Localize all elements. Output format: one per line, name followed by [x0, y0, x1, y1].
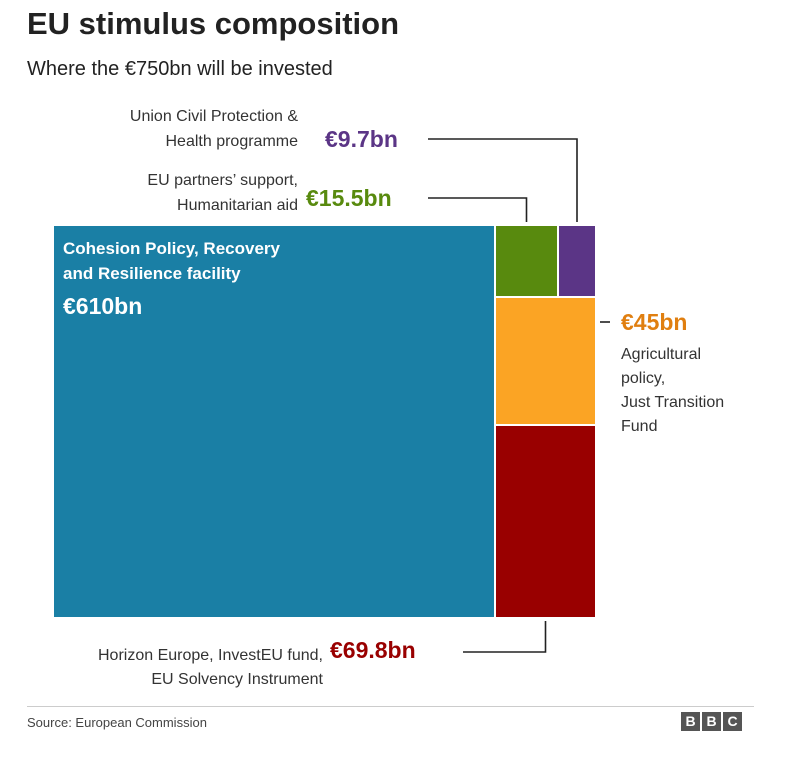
civil-label-line-1: Union Civil Protection & — [130, 108, 298, 125]
footer-divider — [27, 706, 754, 707]
tile-partners — [496, 226, 557, 296]
bbc-logo-letter-2: B — [702, 712, 721, 731]
partners-value-label: €15.5bn — [306, 185, 392, 211]
partners-leader-line — [428, 197, 528, 222]
bbc-logo: B B C — [681, 712, 742, 731]
agricultural-label-line-1: Agricultural — [621, 346, 701, 363]
partners-label-line-1: EU partners’ support, — [147, 172, 298, 189]
cohesion-value-label: €610bn — [63, 293, 142, 319]
bbc-logo-letter-3: C — [723, 712, 742, 731]
horizon-label-line-2: EU Solvency Instrument — [151, 671, 323, 688]
horizon-leader-line — [463, 621, 547, 653]
partners-label-line-2: Humanitarian aid — [177, 197, 298, 214]
source-note: Source: European Commission — [27, 715, 207, 730]
chart-subtitle: Where the €750bn will be invested — [27, 58, 333, 80]
tile-agricultural — [496, 298, 595, 424]
agricultural-label-line-4: Fund — [621, 418, 657, 435]
cohesion-label-line-2: and Resilience facility — [63, 264, 241, 283]
civil-value-label: €9.7bn — [325, 126, 398, 152]
treemap-chart: Cohesion Policy, Recovery and Resilience … — [54, 108, 724, 688]
horizon-label-line-1: Horizon Europe, InvestEU fund, — [98, 647, 323, 664]
bbc-logo-letter-1: B — [681, 712, 700, 731]
tile-civil-protection — [559, 226, 595, 296]
civil-leader-line — [428, 138, 578, 222]
agricultural-label-line-2: policy, — [621, 370, 665, 387]
cohesion-label-line-1: Cohesion Policy, Recovery — [63, 239, 281, 258]
civil-label-line-2: Health programme — [166, 133, 299, 150]
horizon-value-label: €69.8bn — [330, 637, 416, 663]
agricultural-value-label: €45bn — [621, 309, 687, 335]
tile-horizon — [496, 426, 595, 617]
tile-cohesion — [54, 226, 494, 617]
agricultural-label-line-3: Just Transition — [621, 394, 724, 411]
chart-title: EU stimulus composition — [27, 6, 400, 41]
